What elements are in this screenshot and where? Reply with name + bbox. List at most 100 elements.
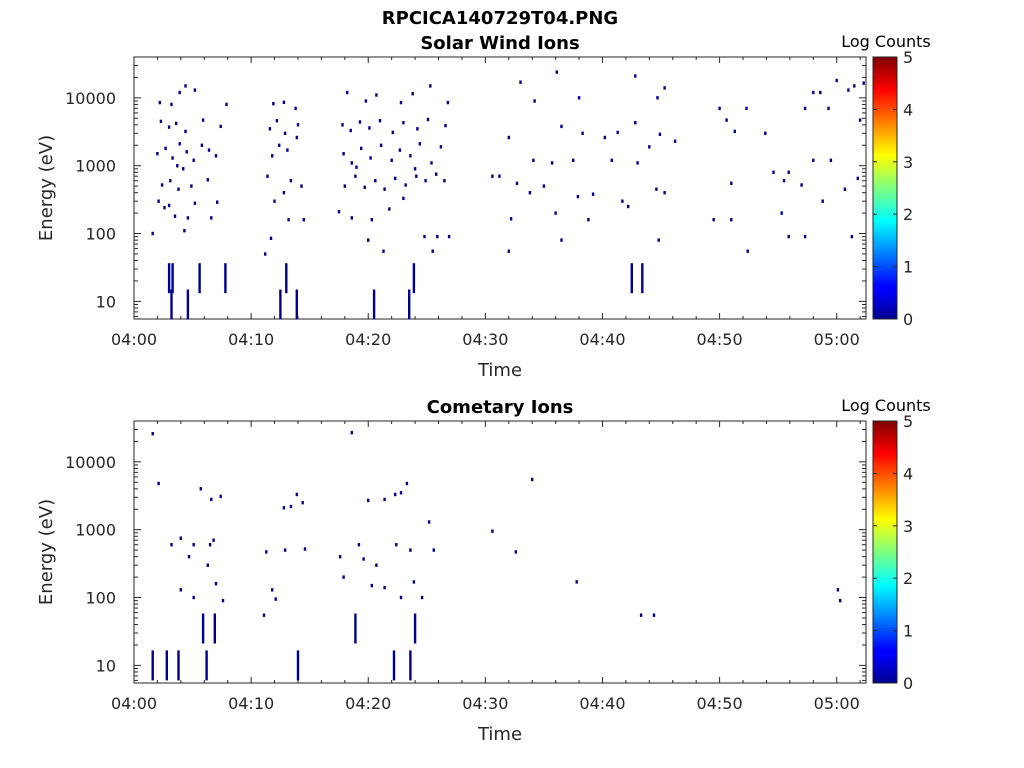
count-mark bbox=[360, 146, 363, 151]
count-mark bbox=[398, 148, 402, 152]
x-tick-label: 04:40 bbox=[579, 330, 625, 349]
y-tick-label: 10 bbox=[96, 656, 116, 675]
count-mark bbox=[285, 263, 288, 294]
count-mark bbox=[627, 204, 630, 209]
count-mark bbox=[157, 199, 160, 203]
count-mark bbox=[379, 143, 383, 147]
count-mark bbox=[187, 555, 191, 559]
count-mark bbox=[301, 501, 304, 505]
x-tick-label: 04:00 bbox=[111, 330, 157, 349]
count-mark bbox=[610, 158, 613, 162]
count-mark bbox=[853, 84, 856, 88]
count-mark bbox=[193, 201, 197, 205]
count-mark bbox=[370, 218, 373, 222]
x-tick-label: 04:10 bbox=[228, 694, 274, 713]
count-mark bbox=[151, 432, 154, 436]
count-mark bbox=[621, 199, 624, 203]
count-mark bbox=[358, 120, 362, 124]
count-mark bbox=[509, 217, 513, 221]
count-mark bbox=[170, 543, 173, 547]
count-mark bbox=[555, 70, 558, 74]
count-mark bbox=[648, 145, 651, 149]
count-mark bbox=[427, 520, 431, 524]
count-mark bbox=[423, 234, 426, 239]
count-mark bbox=[383, 497, 386, 502]
count-mark bbox=[746, 249, 749, 253]
count-mark bbox=[399, 595, 403, 600]
count-mark bbox=[383, 585, 386, 590]
count-mark bbox=[639, 613, 643, 617]
count-mark bbox=[856, 176, 859, 181]
count-mark bbox=[342, 575, 345, 579]
count-mark bbox=[169, 179, 172, 183]
count-mark bbox=[274, 597, 277, 601]
count-mark bbox=[350, 216, 353, 220]
count-mark bbox=[581, 131, 584, 135]
colorbar bbox=[872, 420, 898, 684]
count-mark bbox=[429, 84, 432, 88]
count-mark bbox=[560, 124, 563, 129]
count-mark bbox=[803, 234, 807, 239]
count-mark bbox=[655, 187, 658, 191]
count-mark bbox=[436, 234, 439, 239]
plot-area bbox=[133, 56, 867, 320]
count-mark bbox=[208, 543, 212, 547]
x-tick-label: 04:20 bbox=[345, 330, 391, 349]
count-mark bbox=[192, 595, 195, 600]
count-mark bbox=[575, 580, 578, 584]
count-mark bbox=[745, 106, 748, 111]
panel-title: Cometary Ions bbox=[427, 397, 574, 418]
count-mark bbox=[171, 263, 174, 294]
count-mark bbox=[221, 598, 225, 603]
count-mark bbox=[712, 218, 715, 222]
y-axis: 10 100 1000 10000 bbox=[65, 56, 866, 317]
count-mark bbox=[780, 211, 783, 215]
count-mark bbox=[507, 249, 510, 253]
colorbar-ticks: 0 1 2 3 4 5 bbox=[873, 412, 913, 693]
count-mark bbox=[167, 263, 171, 294]
count-mark bbox=[367, 498, 370, 503]
count-mark bbox=[355, 165, 358, 169]
solar-wind-panel: Solar Wind Ions 04:00 04:10 04:20 04:30 04:4… bbox=[36, 32, 931, 381]
colorbar-tick-label: 4 bbox=[903, 464, 913, 483]
count-mark bbox=[286, 148, 289, 152]
count-mark bbox=[272, 102, 275, 106]
count-mark bbox=[213, 613, 216, 644]
count-mark bbox=[498, 174, 501, 178]
count-mark bbox=[560, 238, 563, 242]
count-mark bbox=[184, 84, 187, 88]
count-mark bbox=[413, 167, 417, 171]
count-mark bbox=[192, 158, 195, 162]
count-mark bbox=[354, 613, 357, 644]
count-mark bbox=[447, 234, 451, 239]
count-mark bbox=[577, 96, 581, 100]
count-mark bbox=[491, 174, 494, 178]
y-tick-label: 100 bbox=[85, 225, 116, 244]
count-mark bbox=[787, 234, 790, 239]
x-axis-label: Time bbox=[477, 360, 522, 381]
count-mark bbox=[338, 555, 342, 559]
count-mark bbox=[426, 117, 430, 122]
count-mark bbox=[271, 588, 274, 592]
count-mark bbox=[375, 93, 378, 97]
count-mark bbox=[787, 170, 790, 174]
count-mark bbox=[641, 263, 644, 294]
count-mark bbox=[206, 178, 209, 182]
count-mark bbox=[182, 167, 185, 171]
count-mark bbox=[350, 430, 353, 435]
count-mark bbox=[382, 249, 385, 253]
count-mark bbox=[862, 81, 865, 85]
count-mark bbox=[418, 142, 421, 146]
count-mark bbox=[533, 99, 536, 103]
count-mark bbox=[616, 130, 619, 135]
x-tick-label: 04:10 bbox=[228, 330, 274, 349]
count-mark bbox=[395, 543, 398, 547]
count-mark bbox=[411, 92, 414, 96]
count-mark bbox=[439, 145, 443, 149]
count-mark bbox=[269, 236, 273, 240]
count-mark bbox=[550, 161, 554, 165]
count-mark bbox=[278, 143, 281, 147]
y-tick-label: 1000 bbox=[75, 157, 116, 176]
count-mark bbox=[858, 118, 862, 122]
